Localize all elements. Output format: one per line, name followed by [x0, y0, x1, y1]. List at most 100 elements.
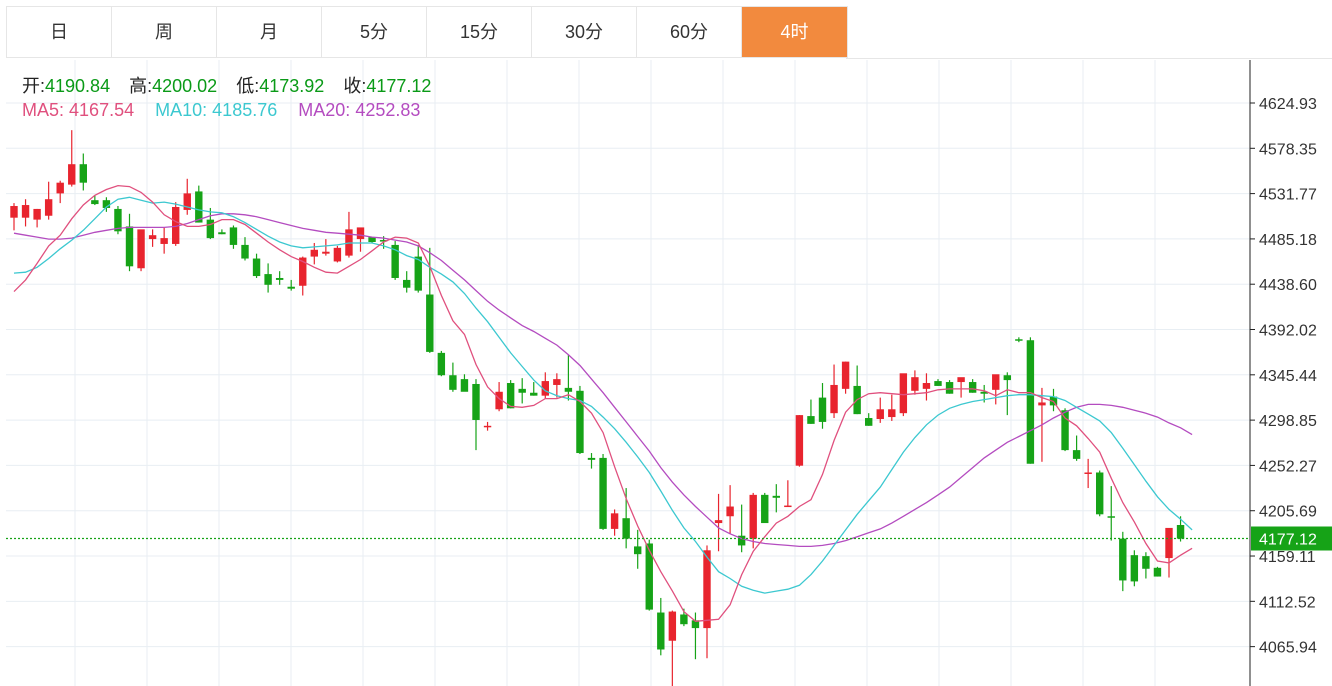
y-tick-label: 4298.85 [1259, 413, 1317, 430]
tab-5min[interactable]: 5分 [322, 7, 427, 57]
candle-body [148, 235, 157, 240]
y-tick-label: 4438.60 [1259, 277, 1317, 294]
candle-body [403, 279, 411, 288]
candle-body [564, 387, 573, 392]
y-tick-label: 4112.52 [1259, 594, 1316, 611]
candle-body [172, 206, 180, 244]
candle-body [841, 361, 850, 389]
candle-body [1038, 402, 1046, 406]
candle-body [795, 415, 804, 466]
candle-body [1072, 450, 1081, 459]
candle-body [518, 388, 526, 393]
candle-body [483, 425, 492, 428]
high-value: 4200.02 [152, 76, 218, 96]
ma-readout: MA5: 4167.54 MA10: 4185.76 MA20: 4252.83 [22, 100, 420, 121]
candle-body [634, 546, 642, 555]
candle-body [772, 495, 780, 498]
candle-body [333, 247, 342, 262]
candle-body [102, 200, 111, 208]
last-price-label: 4177.12 [1259, 532, 1317, 549]
candle-body [21, 205, 30, 218]
candle-body [229, 227, 238, 245]
candle-body [1096, 472, 1104, 515]
candle-body [980, 391, 988, 394]
candle-body [1015, 339, 1023, 341]
candle-body [957, 377, 965, 383]
candle-body [587, 457, 596, 460]
candle-body [356, 227, 365, 240]
candle-body [968, 382, 977, 393]
y-tick-label: 4019.36 [1259, 685, 1317, 686]
candle-body [56, 182, 64, 194]
candle-body [287, 286, 295, 289]
candle-body [830, 384, 838, 414]
y-tick-label: 4531.77 [1259, 187, 1317, 204]
candle-body [460, 379, 469, 392]
close-value: 4177.12 [366, 76, 432, 96]
candle-body [264, 274, 272, 285]
candle-body [610, 513, 619, 529]
y-tick-label: 4345.44 [1259, 368, 1317, 385]
candle-body [322, 251, 330, 254]
candle-body [657, 612, 665, 650]
candle-body [1084, 472, 1092, 474]
candle-body [945, 382, 954, 394]
candle-body [391, 244, 399, 278]
y-tick-label: 4624.93 [1259, 96, 1317, 113]
candle-body [737, 535, 746, 546]
candle-body [1119, 538, 1127, 581]
candle-body [1107, 516, 1115, 518]
candle-body [668, 611, 677, 641]
candle-body [691, 620, 700, 629]
candle-body [195, 191, 203, 223]
candle-body [703, 550, 711, 629]
candle-body [414, 256, 422, 291]
candle-body [206, 219, 215, 239]
candle-body [1142, 556, 1150, 569]
candle-body [645, 543, 653, 610]
ma20-line [13, 213, 1193, 548]
low-value: 4173.92 [259, 76, 325, 96]
y-tick-label: 4205.69 [1259, 504, 1317, 521]
candle-body [275, 277, 284, 280]
open-value: 4190.84 [45, 76, 111, 96]
candle-body [541, 381, 549, 396]
candle-body [1165, 527, 1173, 559]
candle-body [622, 518, 630, 539]
candle-body [1003, 375, 1011, 381]
ma10-label: MA10: [155, 100, 208, 120]
candle-body [680, 614, 688, 625]
candle-body [137, 229, 145, 269]
candle-body [299, 257, 307, 286]
candle-body [899, 373, 908, 414]
tabs-divider [846, 58, 1332, 59]
tab-month[interactable]: 月 [217, 7, 322, 57]
tab-week[interactable]: 周 [112, 7, 217, 57]
candle-body [922, 383, 931, 389]
candle-body [553, 379, 561, 385]
candle-body [437, 352, 446, 376]
candle-body [749, 494, 757, 539]
tab-15min[interactable]: 15分 [427, 7, 532, 57]
tab-day[interactable]: 日 [7, 7, 112, 57]
candle-body [888, 409, 896, 418]
candle-body [252, 258, 261, 277]
candle-body [876, 409, 884, 420]
candle-body [426, 294, 434, 352]
tab-4hour[interactable]: 4时 [742, 7, 847, 57]
ma5-line [13, 184, 1193, 622]
tab-60min[interactable]: 60分 [637, 7, 742, 57]
ohlc-readout: 开:4190.84 高:4200.02 低:4173.92 收:4177.12 [22, 72, 445, 98]
candle-body [1153, 567, 1162, 577]
candle-body [1176, 525, 1185, 539]
candle-body [33, 208, 41, 220]
tab-30min[interactable]: 30分 [532, 7, 637, 57]
ma10-value: 4185.76 [212, 100, 278, 120]
candle-body [310, 249, 318, 257]
candle-body [1026, 340, 1035, 464]
candle-body [44, 199, 53, 216]
y-tick-label: 4065.94 [1259, 640, 1317, 657]
open-label: 开: [22, 76, 46, 96]
candle-body [218, 232, 226, 235]
